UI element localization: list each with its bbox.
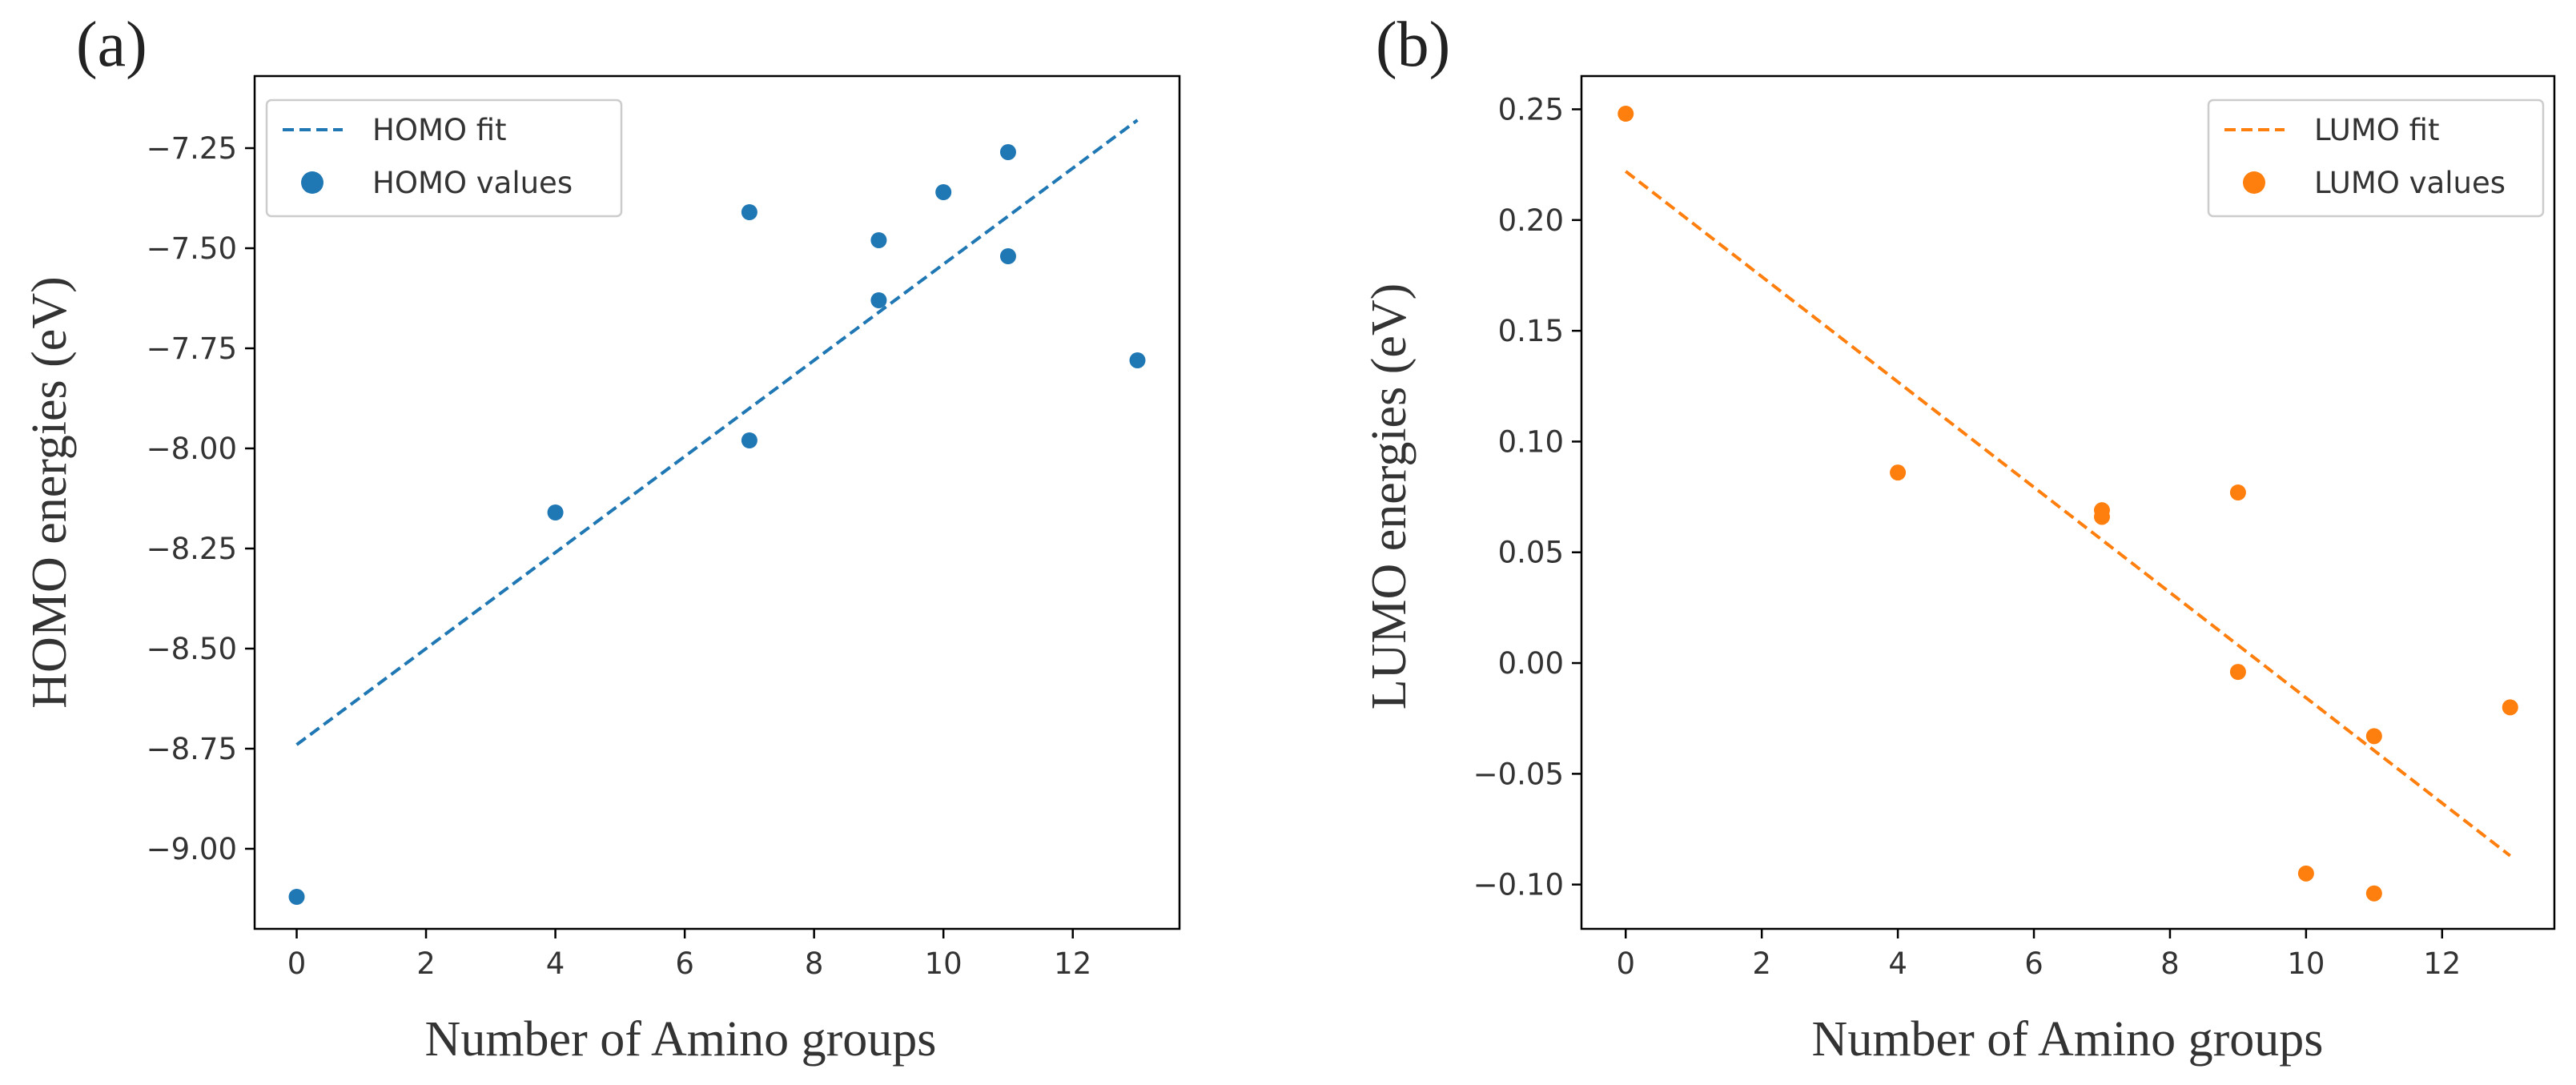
panel-label-a: (a) xyxy=(76,10,147,80)
y-tick-label-b-1: −0.05 xyxy=(1473,757,1564,791)
legend-a: HOMO fit HOMO values xyxy=(265,98,623,218)
data-point-a-4 xyxy=(870,232,887,248)
y-tick-label-b-3: 0.05 xyxy=(1498,536,1564,570)
x-tick-label-a-0: 0 xyxy=(287,946,307,981)
y-tick-label-a-4: −8.00 xyxy=(147,432,237,466)
legend-values-swatch-b xyxy=(2243,171,2265,194)
legend-fit-label-b: LUMO fit xyxy=(2314,113,2439,147)
x-tick-label-a-2: 4 xyxy=(546,946,565,981)
x-tick-label-b-5: 10 xyxy=(2287,946,2325,981)
y-axis-title-a: HOMO energies (eV) xyxy=(22,276,77,708)
data-point-a-7 xyxy=(999,144,1016,160)
y-tick-label-b-7: 0.25 xyxy=(1498,92,1564,127)
y-tick-label-b-2: 0.00 xyxy=(1498,646,1564,681)
data-point-a-8 xyxy=(999,248,1016,264)
panel-a: (a) 0 2 4 6 8 10 12 −9.00 −8.75 −8.50 −8.25 −8.00 −7… xyxy=(22,10,1181,1067)
x-tick-label-b-1: 2 xyxy=(1752,946,1771,981)
y-tick-label-b-4: 0.10 xyxy=(1498,424,1564,459)
data-point-b-9 xyxy=(2502,699,2518,716)
x-axis-title-a: Number of Amino groups xyxy=(425,1012,937,1067)
x-tick-label-a-3: 6 xyxy=(675,946,694,981)
x-axis-title-b: Number of Amino groups xyxy=(1812,1012,2324,1067)
data-point-a-0 xyxy=(288,889,305,905)
y-tick-label-a-2: −8.50 xyxy=(147,632,237,666)
y-tick-label-b-5: 0.15 xyxy=(1498,314,1564,348)
plot-area-a xyxy=(253,74,1181,930)
data-point-b-3 xyxy=(2093,508,2110,525)
y-tick-label-a-7: −7.25 xyxy=(147,131,237,166)
x-tick-label-a-4: 8 xyxy=(805,946,824,981)
y-tick-label-a-0: −9.00 xyxy=(147,832,237,866)
y-tick-label-b-6: 0.20 xyxy=(1498,203,1564,238)
x-tick-label-b-2: 4 xyxy=(1888,946,1907,981)
x-tick-label-a-1: 2 xyxy=(416,946,436,981)
x-tick-label-b-0: 0 xyxy=(1616,946,1635,981)
data-point-b-1 xyxy=(1890,464,1907,481)
fit-line-b xyxy=(1625,170,2511,858)
y-tick-label-a-6: −7.50 xyxy=(147,231,237,266)
legend-frame-b xyxy=(2207,98,2545,218)
data-point-b-5 xyxy=(2229,664,2246,681)
legend-values-label-b: LUMO values xyxy=(2314,166,2506,200)
data-point-b-6 xyxy=(2297,865,2314,882)
panel-b: (b) 0 2 4 6 8 10 12 −0.10 −0.05 0.00 0.05 0.10 0.15 0… xyxy=(1362,10,2556,1067)
x-tick-label-b-3: 6 xyxy=(2024,946,2044,981)
data-point-b-7 xyxy=(2365,728,2382,745)
y-tick-label-b-0: −0.10 xyxy=(1473,868,1564,902)
legend-values-label-a: HOMO values xyxy=(372,166,573,200)
x-tick-label-b-4: 8 xyxy=(2160,946,2180,981)
x-tick-label-a-5: 10 xyxy=(925,946,962,981)
legend-b: LUMO fit LUMO values xyxy=(2207,98,2545,218)
data-point-a-9 xyxy=(1129,352,1146,368)
data-point-a-5 xyxy=(870,292,887,308)
x-tick-label-a-6: 12 xyxy=(1054,946,1091,981)
fit-line-a xyxy=(295,119,1139,746)
data-point-a-3 xyxy=(741,432,758,448)
data-point-a-1 xyxy=(547,504,564,520)
y-tick-label-a-5: −7.75 xyxy=(147,332,237,366)
y-tick-label-a-3: −8.25 xyxy=(147,532,237,566)
data-point-a-6 xyxy=(935,184,952,200)
y-axis-title-b: LUMO energies (eV) xyxy=(1362,283,1417,710)
y-tick-label-a-1: −8.75 xyxy=(147,732,237,766)
data-point-a-2 xyxy=(741,204,758,220)
data-point-b-0 xyxy=(1618,106,1634,123)
legend-fit-label-a: HOMO fit xyxy=(372,113,507,147)
legend-frame-a xyxy=(265,98,623,218)
panel-label-b: (b) xyxy=(1376,10,1450,80)
legend-values-swatch-a xyxy=(301,171,324,194)
plot-area-b xyxy=(1580,74,2556,930)
data-point-b-8 xyxy=(2365,885,2382,902)
data-point-b-4 xyxy=(2229,484,2246,501)
x-tick-label-b-6: 12 xyxy=(2423,946,2461,981)
